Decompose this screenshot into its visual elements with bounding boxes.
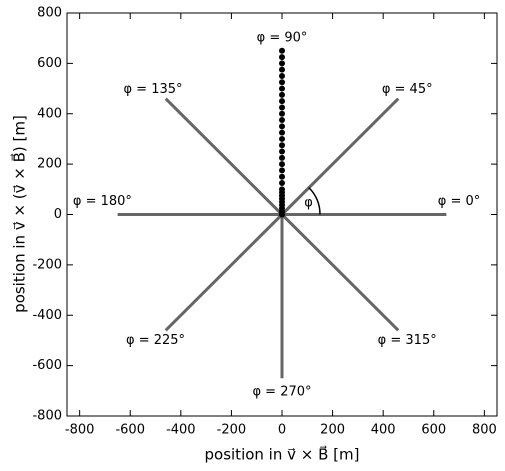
point	[279, 186, 285, 193]
point	[279, 142, 285, 149]
point	[279, 148, 285, 155]
point	[279, 173, 285, 180]
annotation: φ = 180°	[73, 194, 132, 209]
x-tick-label: 600	[421, 423, 446, 438]
y-tick-label: -800	[32, 409, 62, 424]
annotation: φ = 315°	[378, 333, 437, 348]
annotation: φ	[304, 196, 313, 211]
point	[279, 129, 285, 136]
y-tick-label: 400	[37, 106, 62, 121]
point	[279, 54, 285, 61]
spoke-line	[164, 213, 284, 332]
annotation: φ = 0°	[438, 194, 481, 209]
annotation: φ = 225°	[126, 333, 185, 348]
x-tick-label: -400	[166, 423, 196, 438]
angle-arc	[308, 187, 321, 215]
x-tick-label: -800	[65, 423, 95, 438]
point	[279, 154, 285, 161]
x-tick-label: 800	[472, 423, 497, 438]
point	[279, 135, 285, 142]
x-tick-label: -600	[115, 423, 145, 438]
y-axis-label: position in v⃗ × (v⃗ × B⃗) [m]	[10, 115, 29, 313]
spoke-line	[164, 97, 284, 216]
point	[279, 104, 285, 111]
point	[279, 47, 285, 54]
point	[279, 167, 285, 174]
point	[279, 180, 285, 187]
annotation: φ = 45°	[382, 82, 433, 97]
point	[279, 161, 285, 168]
plot-frame	[66, 12, 498, 417]
y-tick-label: -400	[32, 308, 62, 323]
point	[279, 123, 285, 130]
point	[279, 72, 285, 79]
point	[279, 85, 285, 92]
spoke-line	[280, 213, 400, 332]
spoke-line	[280, 97, 400, 216]
y-tick-label: -600	[32, 358, 62, 373]
point	[279, 110, 285, 117]
y-tick-label: 600	[37, 56, 62, 71]
x-axis-label: position in v⃗ × B⃗ [m]	[205, 445, 360, 464]
y-tick-label: 800	[37, 6, 62, 21]
annotation: φ = 135°	[123, 82, 182, 97]
point	[279, 66, 285, 73]
annotation: φ = 90°	[257, 31, 308, 46]
x-tick-label: 400	[371, 423, 396, 438]
y-tick-label: -200	[32, 257, 62, 272]
point	[279, 60, 285, 67]
y-tick-label: 200	[37, 157, 62, 172]
point	[279, 117, 285, 124]
point	[279, 91, 285, 98]
point	[279, 98, 285, 105]
y-tick-label: 0	[54, 207, 62, 222]
x-tick-label: 200	[320, 423, 345, 438]
annotation: φ = 270°	[252, 385, 311, 400]
x-tick-label: -200	[217, 423, 247, 438]
point	[279, 79, 285, 86]
x-tick-label: 0	[278, 423, 286, 438]
